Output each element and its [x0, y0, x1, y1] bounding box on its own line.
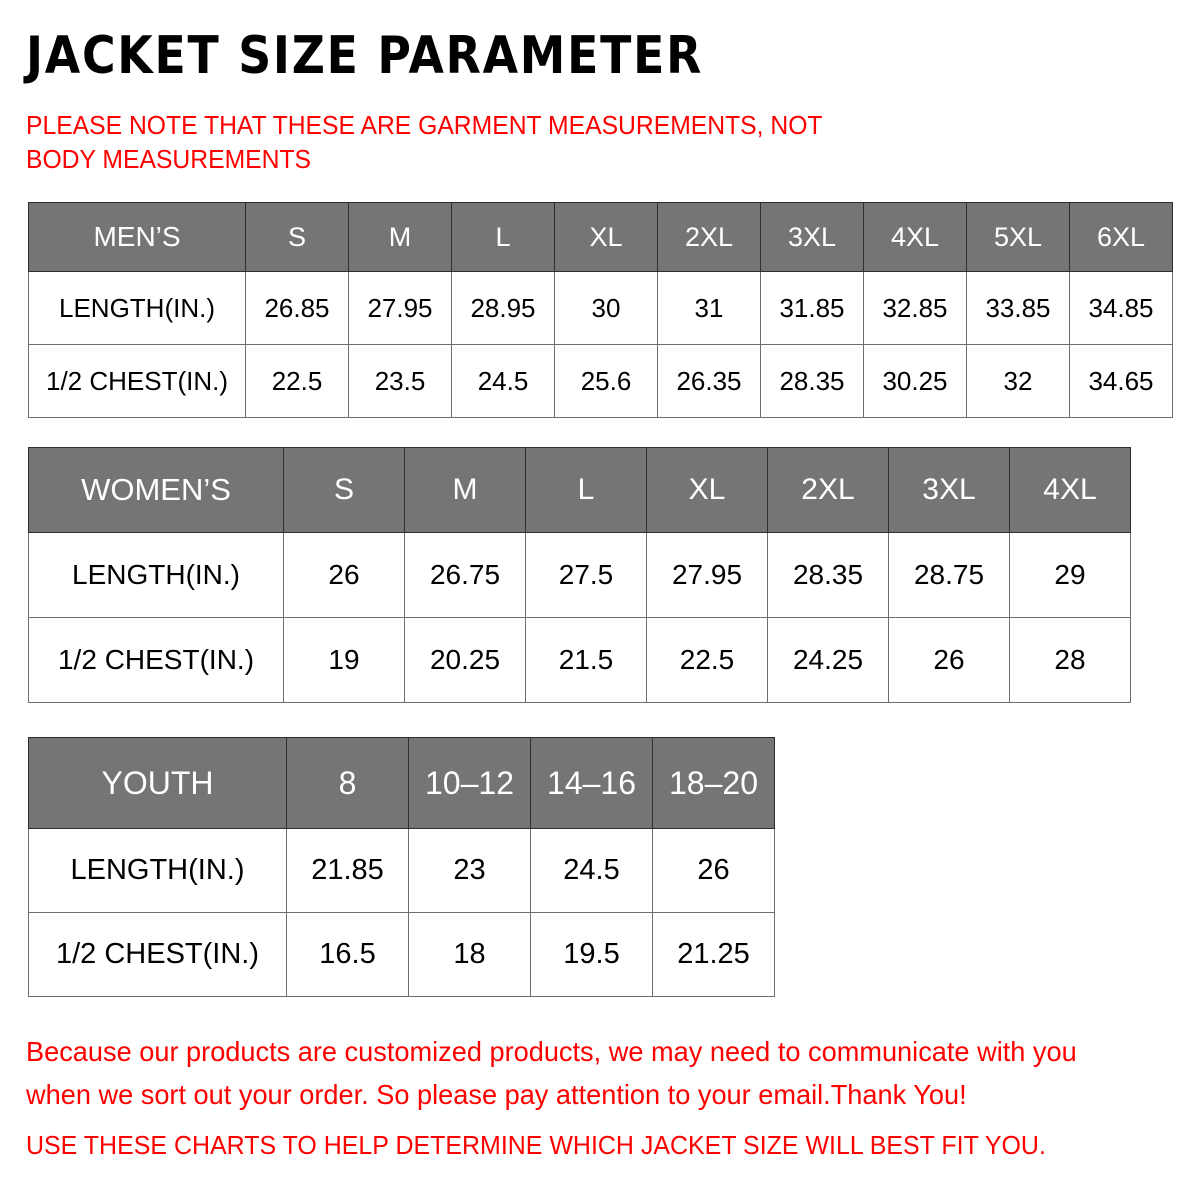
- youth-chest-14-16: 19.5: [530, 912, 653, 997]
- womens-size-header-s: S: [283, 447, 405, 533]
- youth-size-table: YOUTH 8 10–12 14–16 18–20 LENGTH(IN.) 21…: [28, 737, 775, 997]
- mens-chest-2xl: 26.35: [657, 344, 761, 418]
- mens-length-5xl: 33.85: [966, 271, 1070, 345]
- youth-size-header-14-16: 14–16: [530, 737, 653, 829]
- womens-chest-3xl: 26: [888, 617, 1010, 703]
- mens-size-header-m: M: [348, 202, 452, 272]
- mens-chest-6xl: 34.65: [1069, 344, 1173, 418]
- mens-chest-5xl: 32: [966, 344, 1070, 418]
- youth-size-header-8: 8: [286, 737, 409, 829]
- mens-length-l: 28.95: [451, 271, 555, 345]
- womens-length-l: 27.5: [525, 532, 647, 618]
- page-title: JACKET SIZE PARAMETER: [26, 26, 704, 86]
- youth-chest-label: 1/2 CHEST(IN.): [28, 912, 287, 997]
- mens-table-head: MEN’S S M L XL 2XL 3XL 4XL 5XL 6XL: [28, 202, 1173, 272]
- womens-header-row: WOMEN’S S M L XL 2XL 3XL 4XL: [28, 447, 1131, 533]
- womens-length-label: LENGTH(IN.): [28, 532, 284, 618]
- table-row: 1/2 CHEST(IN.) 16.5 18 19.5 21.25: [28, 912, 775, 997]
- womens-chest-4xl: 28: [1009, 617, 1131, 703]
- mens-size-header-xl: XL: [554, 202, 658, 272]
- mens-size-table: MEN’S S M L XL 2XL 3XL 4XL 5XL 6XL LENGT…: [28, 202, 1173, 418]
- womens-length-s: 26: [283, 532, 405, 618]
- womens-chest-l: 21.5: [525, 617, 647, 703]
- mens-chest-3xl: 28.35: [760, 344, 864, 418]
- mens-size-header-6xl: 6XL: [1069, 202, 1173, 272]
- mens-size-header-3xl: 3XL: [760, 202, 864, 272]
- youth-length-8: 21.85: [286, 828, 409, 913]
- womens-chest-s: 19: [283, 617, 405, 703]
- youth-length-14-16: 24.5: [530, 828, 653, 913]
- youth-chest-18-20: 21.25: [652, 912, 775, 997]
- youth-category-header: YOUTH: [28, 737, 287, 829]
- mens-length-2xl: 31: [657, 271, 761, 345]
- youth-size-header-10-12: 10–12: [408, 737, 531, 829]
- table-row: 1/2 CHEST(IN.) 22.5 23.5 24.5 25.6 26.35…: [28, 344, 1173, 418]
- mens-chest-m: 23.5: [348, 344, 452, 418]
- mens-size-header-5xl: 5XL: [966, 202, 1070, 272]
- mens-chest-4xl: 30.25: [863, 344, 967, 418]
- womens-table-head: WOMEN’S S M L XL 2XL 3XL 4XL: [28, 447, 1131, 533]
- mens-length-4xl: 32.85: [863, 271, 967, 345]
- mens-size-header-2xl: 2XL: [657, 202, 761, 272]
- womens-chest-label: 1/2 CHEST(IN.): [28, 617, 284, 703]
- mens-header-row: MEN’S S M L XL 2XL 3XL 4XL 5XL 6XL: [28, 202, 1173, 272]
- mens-length-label: LENGTH(IN.): [28, 271, 246, 345]
- mens-length-s: 26.85: [245, 271, 349, 345]
- youth-header-row: YOUTH 8 10–12 14–16 18–20: [28, 737, 775, 829]
- mens-category-header: MEN’S: [28, 202, 246, 272]
- mens-size-header-4xl: 4XL: [863, 202, 967, 272]
- womens-length-xl: 27.95: [646, 532, 768, 618]
- womens-chest-xl: 22.5: [646, 617, 768, 703]
- youth-length-18-20: 26: [652, 828, 775, 913]
- womens-length-m: 26.75: [404, 532, 526, 618]
- customized-products-note: Because our products are customized prod…: [26, 1036, 1077, 1111]
- womens-size-header-4xl: 4XL: [1009, 447, 1131, 533]
- youth-length-label: LENGTH(IN.): [28, 828, 287, 913]
- mens-chest-l: 24.5: [451, 344, 555, 418]
- mens-length-3xl: 31.85: [760, 271, 864, 345]
- womens-chest-m: 20.25: [404, 617, 526, 703]
- mens-table-body: LENGTH(IN.) 26.85 27.95 28.95 30 31 31.8…: [28, 271, 1173, 418]
- garment-measurement-note: PLEASE NOTE THAT THESE ARE GARMENT MEASU…: [26, 110, 823, 175]
- mens-length-m: 27.95: [348, 271, 452, 345]
- womens-length-2xl: 28.35: [767, 532, 889, 618]
- womens-size-header-m: M: [404, 447, 526, 533]
- mens-chest-label: 1/2 CHEST(IN.): [28, 344, 246, 418]
- womens-length-3xl: 28.75: [888, 532, 1010, 618]
- womens-size-header-2xl: 2XL: [767, 447, 889, 533]
- womens-size-header-l: L: [525, 447, 647, 533]
- mens-size-header-s: S: [245, 202, 349, 272]
- youth-chest-10-12: 18: [408, 912, 531, 997]
- womens-size-header-xl: XL: [646, 447, 768, 533]
- table-row: 1/2 CHEST(IN.) 19 20.25 21.5 22.5 24.25 …: [28, 617, 1131, 703]
- youth-size-header-18-20: 18–20: [652, 737, 775, 829]
- youth-table-head: YOUTH 8 10–12 14–16 18–20: [28, 737, 775, 829]
- womens-length-4xl: 29: [1009, 532, 1131, 618]
- use-charts-note: USE THESE CHARTS TO HELP DETERMINE WHICH…: [26, 1130, 1046, 1160]
- mens-length-xl: 30: [554, 271, 658, 345]
- youth-table-body: LENGTH(IN.) 21.85 23 24.5 26 1/2 CHEST(I…: [28, 828, 775, 997]
- womens-size-table: WOMEN’S S M L XL 2XL 3XL 4XL LENGTH(IN.)…: [28, 447, 1131, 703]
- mens-size-header-l: L: [451, 202, 555, 272]
- mens-chest-xl: 25.6: [554, 344, 658, 418]
- mens-length-6xl: 34.85: [1069, 271, 1173, 345]
- youth-chest-8: 16.5: [286, 912, 409, 997]
- mens-chest-s: 22.5: [245, 344, 349, 418]
- womens-chest-2xl: 24.25: [767, 617, 889, 703]
- womens-table-body: LENGTH(IN.) 26 26.75 27.5 27.95 28.35 28…: [28, 532, 1131, 703]
- womens-size-header-3xl: 3XL: [888, 447, 1010, 533]
- table-row: LENGTH(IN.) 21.85 23 24.5 26: [28, 828, 775, 913]
- youth-length-10-12: 23: [408, 828, 531, 913]
- table-row: LENGTH(IN.) 26 26.75 27.5 27.95 28.35 28…: [28, 532, 1131, 618]
- womens-category-header: WOMEN’S: [28, 447, 284, 533]
- table-row: LENGTH(IN.) 26.85 27.95 28.95 30 31 31.8…: [28, 271, 1173, 345]
